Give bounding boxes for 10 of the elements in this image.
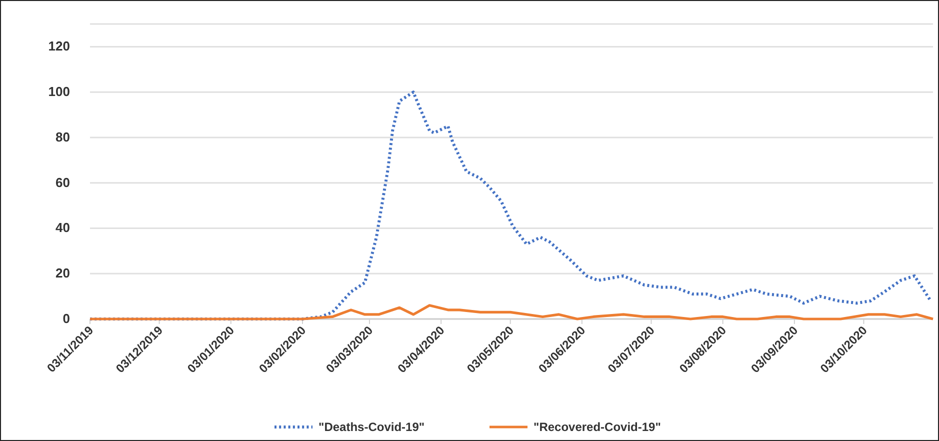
y-tick-label: 120 bbox=[48, 38, 70, 54]
y-tick-label: 0 bbox=[62, 311, 70, 326]
y-tick-label: 60 bbox=[56, 174, 70, 190]
y-tick-label: 100 bbox=[48, 84, 70, 100]
y-tick-label: 40 bbox=[56, 220, 70, 236]
line-series bbox=[88, 304, 934, 320]
y-tick-label: 20 bbox=[56, 266, 70, 281]
legend-label: "Recovered-Covid-19" bbox=[534, 420, 661, 434]
legend-label: "Deaths-Covid-19" bbox=[318, 420, 425, 434]
y-tick-label: 80 bbox=[56, 129, 70, 144]
